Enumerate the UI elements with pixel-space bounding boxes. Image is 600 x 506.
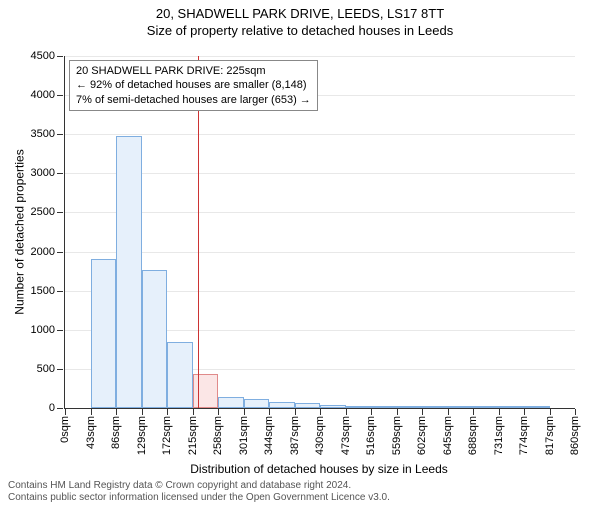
x-tick-label: 43sqm <box>85 416 97 449</box>
annotation-line2: ← 92% of detached houses are smaller (8,… <box>76 78 311 92</box>
bar <box>371 406 397 408</box>
y-tick <box>57 134 63 135</box>
y-tick <box>57 173 63 174</box>
bar <box>295 403 321 408</box>
x-tick <box>371 409 372 415</box>
x-tick <box>142 409 143 415</box>
bar <box>218 397 244 408</box>
y-tick <box>57 369 63 370</box>
x-tick <box>167 409 168 415</box>
x-tick <box>499 409 500 415</box>
x-tick <box>473 409 474 415</box>
x-tick-label: 731sqm <box>493 416 505 455</box>
x-tick <box>218 409 219 415</box>
gridline <box>65 252 575 253</box>
bar <box>167 342 193 408</box>
x-tick <box>295 409 296 415</box>
x-tick <box>320 409 321 415</box>
y-tick-label: 3000 <box>31 167 55 179</box>
x-tick <box>448 409 449 415</box>
bar <box>473 406 499 408</box>
x-tick-label: 129sqm <box>136 416 148 455</box>
y-tick <box>57 330 63 331</box>
y-tick <box>57 95 63 96</box>
annotation-line3: 7% of semi-detached houses are larger (6… <box>76 93 311 107</box>
plot-area: 0500100015002000250030003500400045000sqm… <box>64 56 575 409</box>
x-tick-label: 602sqm <box>416 416 428 455</box>
bar <box>397 406 423 408</box>
x-tick <box>346 409 347 415</box>
x-tick-label: 473sqm <box>340 416 352 455</box>
x-tick <box>550 409 551 415</box>
x-tick-label: 258sqm <box>212 416 224 455</box>
x-tick-label: 860sqm <box>569 416 581 455</box>
highlight-bar <box>193 374 219 408</box>
gridline <box>65 173 575 174</box>
chart-container: 20, SHADWELL PARK DRIVE, LEEDS, LS17 8TT… <box>0 6 600 506</box>
bar <box>244 399 270 408</box>
x-tick-label: 430sqm <box>314 416 326 455</box>
x-tick-label: 645sqm <box>442 416 454 455</box>
x-tick <box>116 409 117 415</box>
x-tick <box>269 409 270 415</box>
x-tick <box>65 409 66 415</box>
x-tick <box>397 409 398 415</box>
y-tick-label: 2500 <box>31 206 55 218</box>
y-tick-label: 500 <box>37 363 55 375</box>
y-tick-label: 4500 <box>31 50 55 62</box>
footer-line2: Contains public sector information licen… <box>8 492 592 504</box>
y-tick-label: 1000 <box>31 324 55 336</box>
x-tick-label: 688sqm <box>467 416 479 455</box>
y-tick <box>57 212 63 213</box>
y-tick <box>57 56 63 57</box>
bar <box>346 406 372 408</box>
y-tick-label: 1500 <box>31 285 55 297</box>
x-tick-label: 301sqm <box>238 416 250 455</box>
x-tick-label: 774sqm <box>518 416 530 455</box>
chart-subtitle: Size of property relative to detached ho… <box>0 23 600 38</box>
footer: Contains HM Land Registry data © Crown c… <box>8 480 592 504</box>
gridline <box>65 56 575 57</box>
x-tick-label: 215sqm <box>187 416 199 455</box>
x-tick <box>91 409 92 415</box>
bar <box>499 406 525 408</box>
footer-line1: Contains HM Land Registry data © Crown c… <box>8 480 592 492</box>
annotation-line1: 20 SHADWELL PARK DRIVE: 225sqm <box>76 64 311 78</box>
gridline <box>65 212 575 213</box>
y-tick-label: 0 <box>49 402 55 414</box>
x-tick-label: 344sqm <box>263 416 275 455</box>
bar <box>448 406 474 408</box>
x-tick-label: 817sqm <box>544 416 556 455</box>
bar <box>524 406 550 408</box>
y-axis-title: Number of detached properties <box>14 56 26 408</box>
x-tick-label: 0sqm <box>59 416 71 443</box>
x-tick <box>575 409 576 415</box>
gridline <box>65 134 575 135</box>
x-tick-label: 172sqm <box>161 416 173 455</box>
x-tick <box>193 409 194 415</box>
bar <box>320 405 346 408</box>
chart-title: 20, SHADWELL PARK DRIVE, LEEDS, LS17 8TT <box>0 6 600 21</box>
x-tick-label: 559sqm <box>391 416 403 455</box>
y-tick <box>57 252 63 253</box>
annotation-box: 20 SHADWELL PARK DRIVE: 225sqm ← 92% of … <box>69 60 318 111</box>
bar <box>116 136 142 408</box>
x-tick <box>524 409 525 415</box>
x-tick-label: 86sqm <box>110 416 122 449</box>
bar <box>269 402 295 408</box>
y-tick-label: 3500 <box>31 128 55 140</box>
bar <box>422 406 448 408</box>
x-tick-label: 387sqm <box>289 416 301 455</box>
x-tick-label: 516sqm <box>365 416 377 455</box>
y-tick-label: 2000 <box>31 246 55 258</box>
y-tick <box>57 291 63 292</box>
y-tick-label: 4000 <box>31 89 55 101</box>
x-tick <box>244 409 245 415</box>
x-tick <box>422 409 423 415</box>
bar <box>142 270 168 408</box>
bar <box>91 259 117 408</box>
y-tick <box>57 408 63 409</box>
x-axis-title: Distribution of detached houses by size … <box>64 462 574 476</box>
